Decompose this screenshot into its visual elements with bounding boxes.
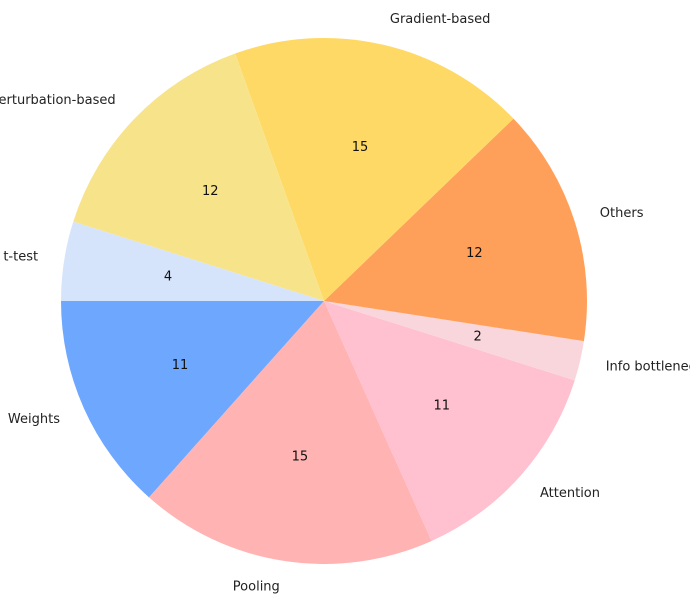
slice-label-t-test: t-test	[3, 249, 38, 264]
slice-value-t-test: 4	[164, 269, 172, 284]
slice-label-others: Others	[600, 206, 644, 221]
slice-value-info-bottleneck: 2	[473, 330, 481, 345]
slice-label-perturbation-based: Perturbation-based	[0, 93, 116, 108]
pie-slice-weights	[61, 301, 324, 498]
slice-value-pooling: 15	[292, 450, 309, 465]
pie-slice-gradient-based	[235, 37, 514, 302]
pie-slice-perturbation-based	[73, 53, 324, 302]
slice-value-others: 12	[466, 246, 483, 261]
pie-slice-info-bottleneck	[324, 301, 584, 381]
pie-slice-attention	[324, 301, 575, 541]
slice-value-perturbation-based: 12	[202, 184, 219, 199]
slice-label-gradient-based: Gradient-based	[390, 12, 491, 27]
pie-slice-others	[324, 118, 588, 342]
pie-slice-pooling	[149, 301, 432, 565]
slice-value-gradient-based: 15	[352, 140, 369, 155]
slice-label-attention: Attention	[540, 486, 600, 501]
slice-label-info-bottleneck: Info bottleneck	[606, 359, 690, 374]
slice-value-attention: 11	[434, 399, 451, 414]
pie-slice-t-test	[61, 221, 324, 301]
slice-label-weights: Weights	[8, 412, 60, 427]
slice-label-pooling: Pooling	[233, 579, 280, 594]
slice-value-weights: 11	[172, 358, 189, 373]
